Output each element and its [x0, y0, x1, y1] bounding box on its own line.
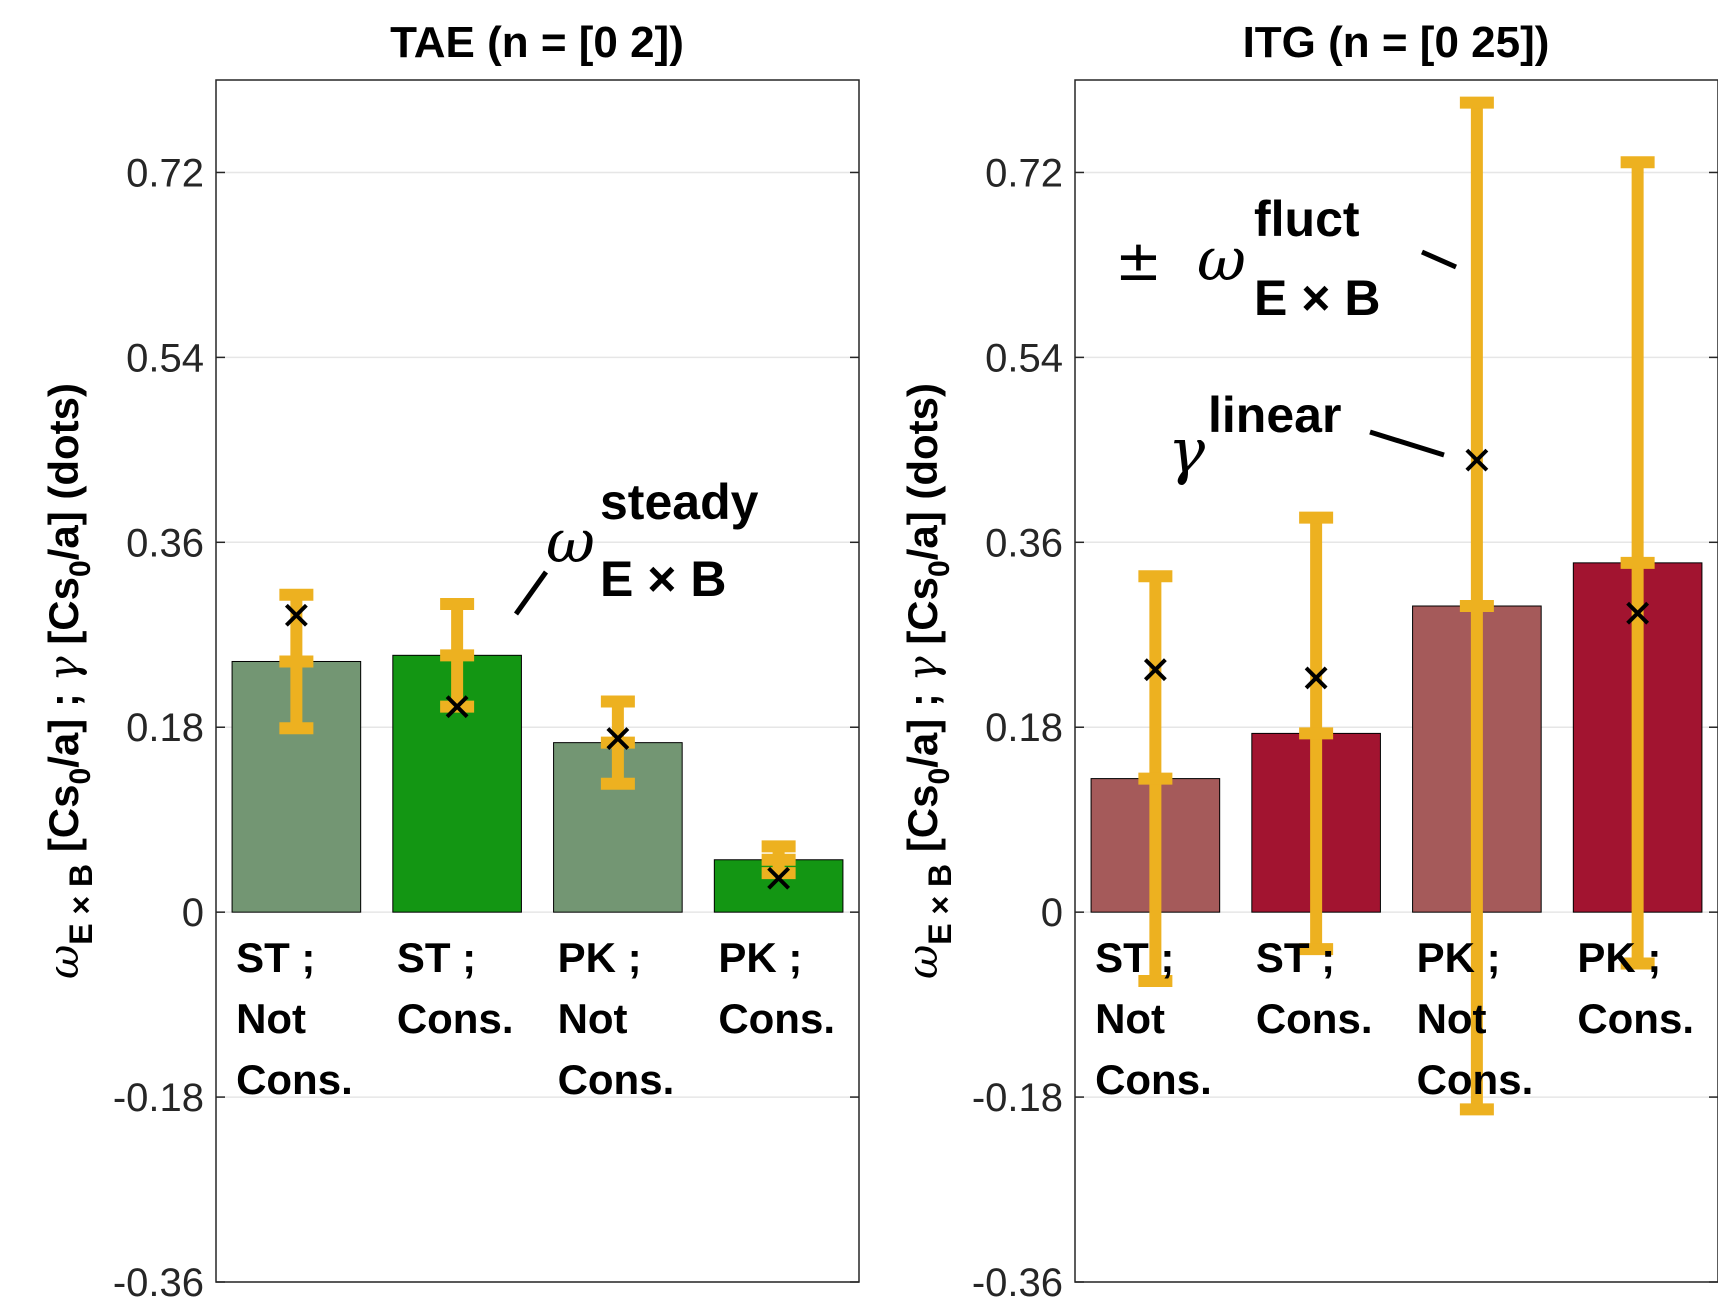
svg-text:ωE × B [Cs0/a] ; γ [Cs0/a] (do: ωE × B [Cs0/a] ; γ [Cs0/a] (dots): [39, 383, 99, 979]
tae-category-label: Cons.: [558, 1056, 675, 1103]
ylabel-gamma: γ: [39, 655, 88, 681]
tae-category-label: Cons.: [397, 995, 514, 1042]
tae-ytick-label: 0.72: [126, 151, 204, 195]
itg-ytick-label: 0.36: [985, 521, 1063, 565]
tae-ytick-label: 0: [182, 891, 204, 935]
ylabel-part1: [Cs: [40, 784, 87, 863]
ylabel2-gamma: γ: [898, 655, 947, 681]
tae-ytick-label: 0.54: [126, 336, 204, 380]
tae-gamma-markers: [284, 603, 791, 890]
ylabel-sub0b: 0: [64, 560, 97, 577]
itg-fluct-annotation: ± ω fluct E × B: [1115, 191, 1458, 326]
itg-annotation-fluct-sub: E × B: [1254, 270, 1380, 326]
tae-ytick-label: 0.36: [126, 521, 204, 565]
svg-text:ωE × B [Cs0/a] ; γ [Cs0/a] (do: ωE × B [Cs0/a] ; γ [Cs0/a] (dots): [898, 383, 958, 979]
itg-category-label: PK ;: [1417, 934, 1501, 981]
itg-category-label: Cons.: [1417, 1056, 1534, 1103]
itg-errorbar: [1459, 96, 1494, 1116]
itg-ytick-label: -0.18: [972, 1076, 1063, 1120]
itg-category-label: Not: [1417, 995, 1487, 1042]
tae-axes-frame: [215, 79, 860, 1283]
itg-category-label: Not: [1095, 995, 1165, 1042]
itg-category-label: Cons.: [1256, 995, 1373, 1042]
tae-category-label: ST ;: [236, 934, 315, 981]
tae-errorbars: [279, 588, 796, 880]
itg-panel: ITG (n = [0 25]) -0.36 -0.18 0 0.18 0.36 0.54…: [972, 18, 1718, 1305]
itg-category-label: Cons.: [1095, 1056, 1212, 1103]
itg-errorbar: [1138, 570, 1173, 987]
itg-category-label: PK ;: [1577, 934, 1661, 981]
tae-panel: TAE (n = [0 2]) -0.36 -0.18 0 0.18 0.36 0.54 0…: [113, 18, 860, 1305]
tae-category-labels: ST ; Not Cons. ST ; Cons. PK ; Not Cons. PK ; Con…: [236, 934, 835, 1103]
tae-yticks: -0.36 -0.18 0 0.18 0.36 0.54 0.72: [113, 151, 859, 1305]
itg-annotation-gamma: γ: [1168, 414, 1206, 487]
itg-errorbar: [1620, 156, 1655, 970]
ylabel2-omega: ω: [898, 945, 947, 979]
itg-gamma-markers: [1143, 448, 1650, 690]
tae-steady-annotation: ω steady E × B: [513, 474, 759, 616]
tae-title: TAE (n = [0 2]): [390, 18, 684, 67]
itg-axes-frame: [1074, 79, 1718, 1283]
itg-gamma-marker: [1143, 658, 1167, 682]
tae-category-label: PK ;: [558, 934, 642, 981]
tae-gamma-marker: [767, 866, 791, 890]
itg-ytick-label: 0.54: [985, 336, 1063, 380]
tae-errorbar: [761, 840, 796, 880]
itg-annotation-fluct-sup: fluct: [1254, 191, 1360, 247]
itg-ytick-label: -0.36: [972, 1261, 1063, 1305]
tae-ytick-label: -0.36: [113, 1261, 204, 1305]
tae-ylabel: ωE × B [Cs0/a] ; γ [Cs0/a] (dots): [39, 383, 99, 979]
itg-gamma-marker: [1626, 601, 1650, 625]
itg-yticks: -0.36 -0.18 0 0.18 0.36 0.54 0.72: [972, 151, 1718, 1305]
itg-ylabel: ωE × B [Cs0/a] ; γ [Cs0/a] (dots): [898, 383, 958, 979]
tae-ytick-label: 0.18: [126, 706, 204, 750]
itg-category-label: ST ;: [1256, 934, 1335, 981]
tae-gamma-marker: [284, 603, 308, 627]
ylabel2-part3: [Cs: [899, 577, 946, 656]
ylabel2-part2: /a] ;: [899, 681, 946, 767]
ylabel-part3: [Cs: [40, 577, 87, 656]
itg-errorbar: [1299, 511, 1334, 956]
tae-ytick-label: -0.18: [113, 1076, 204, 1120]
ylabel-sub: E × B: [63, 864, 99, 945]
itg-gamma-marker: [1465, 448, 1489, 472]
itg-ytick-label: 0: [1041, 891, 1063, 935]
itg-category-label: Cons.: [1577, 995, 1694, 1042]
tae-annotation-omega: ω: [546, 507, 595, 577]
ylabel2-sub: E × B: [922, 864, 958, 945]
tae-annotation-sup: steady: [600, 474, 759, 530]
tae-errorbar: [600, 695, 635, 790]
ylabel-part2: /a] ;: [40, 681, 87, 767]
ylabel-part4: /a] (dots): [40, 383, 87, 560]
itg-annotation-pm: ±: [1115, 229, 1162, 294]
tae-category-label: ST ;: [397, 934, 476, 981]
ylabel2-part1: [Cs: [899, 784, 946, 863]
itg-annotation-omega: ω: [1197, 225, 1246, 295]
ylabel2-part4: /a] (dots): [899, 383, 946, 560]
itg-title: ITG (n = [0 25]): [1243, 18, 1550, 67]
tae-category-label: Cons.: [236, 1056, 353, 1103]
itg-category-labels: ST ; Not Cons. ST ; Cons. PK ; Not Cons. PK ; Con…: [1095, 934, 1694, 1103]
tae-gamma-marker: [445, 695, 469, 719]
tae-category-label: PK ;: [718, 934, 802, 981]
itg-annotation-linear-sup: linear: [1208, 387, 1341, 443]
itg-ytick-label: 0.18: [985, 706, 1063, 750]
tae-gamma-marker: [606, 727, 630, 750]
ylabel-omega: ω: [39, 945, 88, 979]
tae-category-label: Not: [558, 995, 628, 1042]
itg-errorbars: [1138, 96, 1655, 1116]
itg-category-label: ST ;: [1095, 934, 1174, 981]
tae-category-label: Not: [236, 995, 306, 1042]
ylabel2-sub0: 0: [923, 768, 956, 785]
ylabel2-sub0b: 0: [923, 560, 956, 577]
ylabel-sub0: 0: [64, 768, 97, 785]
itg-linear-annotation: γ linear: [1168, 387, 1445, 487]
itg-ytick-label: 0.72: [985, 151, 1063, 195]
tae-annotation-sub: E × B: [600, 551, 726, 607]
itg-gamma-marker: [1304, 666, 1328, 690]
tae-category-label: Cons.: [718, 995, 835, 1042]
